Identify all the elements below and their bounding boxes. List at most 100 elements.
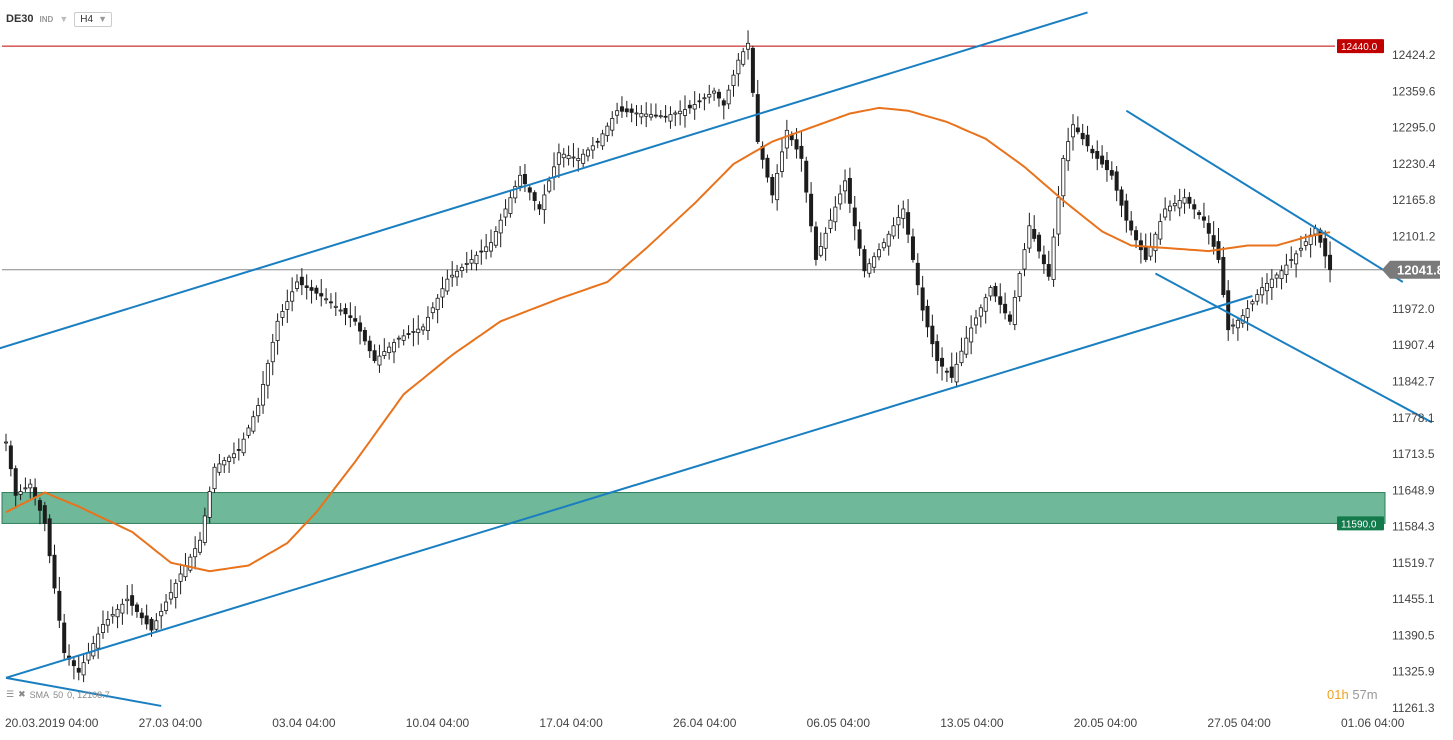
candle-body [1148, 246, 1153, 257]
candle-body [1032, 228, 1037, 239]
candle-body [464, 263, 469, 265]
candle-body [1294, 253, 1299, 265]
candle-body [1056, 197, 1061, 235]
candle-body [251, 416, 256, 432]
candle-body [309, 287, 314, 291]
candle-body [4, 441, 9, 444]
candle-body [241, 438, 246, 454]
candle-body [115, 608, 120, 618]
chevron-down-icon: ▼ [98, 13, 108, 24]
candle-body [1090, 148, 1095, 154]
candle-body [96, 633, 101, 649]
candle-body [493, 231, 498, 246]
trendline-lower-channel[interactable] [5, 295, 1253, 679]
candle-body [1051, 236, 1056, 280]
candle-body [105, 619, 110, 626]
candle-body [319, 293, 324, 297]
candle-body [1250, 301, 1255, 305]
current-price-badge-bg [1382, 260, 1440, 279]
candle-body [1260, 287, 1265, 296]
candle-body [833, 206, 838, 223]
candle-body [484, 246, 489, 252]
trendline-descending-lower[interactable] [1154, 272, 1433, 424]
candle-body [1075, 127, 1080, 133]
candle-body [683, 109, 688, 116]
y-tick-label: 11519.7 [1392, 556, 1435, 570]
candle-body [644, 113, 649, 117]
candle-body [1124, 200, 1129, 221]
candle-body [949, 366, 954, 378]
candle-body [974, 317, 979, 326]
candle-body [1012, 297, 1017, 325]
candle-body [852, 207, 857, 227]
candle-body [1172, 202, 1177, 207]
candle-body [333, 305, 338, 308]
candle-body [1235, 319, 1240, 329]
trendline-upper-channel[interactable] [0, 11, 1088, 350]
candle-body [1284, 264, 1289, 276]
candle-body [246, 427, 251, 436]
candle-body [653, 114, 658, 117]
candle-body [1211, 235, 1216, 247]
y-tick-label: 11842.7 [1392, 375, 1435, 389]
candle-body [377, 355, 382, 366]
candle-body [775, 173, 780, 201]
candle-body [353, 318, 358, 322]
candle-body [18, 491, 23, 495]
candle-body [285, 301, 290, 310]
y-tick-label: 11778.1 [1392, 411, 1435, 425]
candle-body [222, 460, 227, 466]
candle-body [1328, 254, 1333, 271]
timeframe-selector[interactable]: H4 ▼ [74, 11, 113, 27]
candle-body [1134, 230, 1139, 241]
candle-body [687, 104, 692, 109]
candle-body [964, 337, 969, 355]
y-tick-label: 11972.0 [1392, 302, 1435, 316]
candle-body [522, 174, 527, 185]
candle-body [1187, 196, 1192, 204]
candle-body [71, 660, 76, 667]
candle-body [411, 330, 416, 333]
candle-body [154, 620, 159, 630]
y-tick-label: 12359.6 [1392, 84, 1436, 98]
y-tick-label: 11648.9 [1392, 483, 1435, 497]
candle-body [1129, 220, 1134, 231]
y-tick-label: 12424.2 [1392, 48, 1436, 62]
chevron-down-icon[interactable]: ▼ [59, 14, 69, 24]
candle-body [275, 320, 280, 341]
candle-body [261, 384, 266, 406]
candle-body [954, 363, 959, 383]
candle-body [1104, 160, 1109, 171]
candle-body [615, 110, 620, 116]
candle-body [537, 204, 542, 210]
candle-body [726, 89, 731, 105]
close-icon[interactable]: ✖ [18, 689, 26, 699]
candle-body [843, 180, 848, 192]
candle-body [1114, 171, 1119, 191]
candle-body [590, 145, 595, 151]
candle-body [1022, 249, 1027, 270]
support-badge-bg [1337, 516, 1384, 531]
candle-body [1231, 324, 1236, 327]
trendline-descending-upper[interactable] [1125, 109, 1404, 283]
menu-icon[interactable]: ☰ [6, 689, 15, 699]
candle-body [901, 208, 906, 219]
trendline-bottom-left-fragment[interactable] [5, 676, 162, 707]
candle-body [294, 281, 299, 289]
candle-body [1221, 256, 1226, 296]
candle-body [755, 94, 760, 142]
support-badge-text: 11590.0 [1341, 519, 1377, 530]
candle-body [750, 47, 755, 93]
candle-body [668, 114, 673, 122]
candle-body [702, 97, 707, 100]
candle-body [988, 287, 993, 297]
candle-body [959, 350, 964, 364]
candle-body [62, 622, 67, 653]
candle-body [125, 598, 130, 602]
symbol-label[interactable]: DE30 [6, 13, 34, 25]
candle-body [1158, 221, 1163, 240]
candle-body [809, 193, 814, 227]
candle-body [1003, 303, 1008, 314]
x-tick-label: 03.04 04:00 [272, 716, 336, 730]
